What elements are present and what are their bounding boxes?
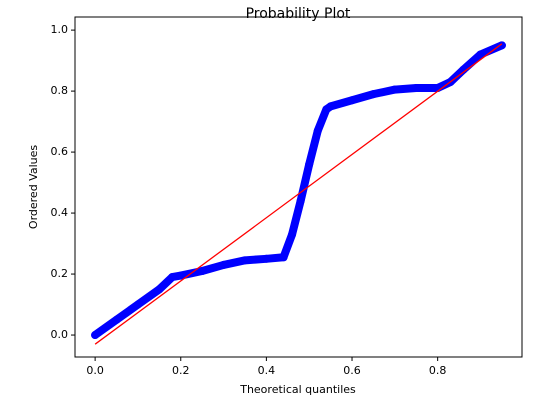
point <box>497 41 506 50</box>
x-tick-label: 0.2 <box>172 364 190 377</box>
point <box>91 331 100 340</box>
point <box>476 50 485 59</box>
x-axis-label: Theoretical quantiles <box>239 383 356 396</box>
point <box>168 273 177 282</box>
y-tick-label: 1.0 <box>51 23 69 36</box>
fit-line <box>94 43 503 345</box>
y-tick-label: 0.4 <box>51 206 69 219</box>
point <box>198 267 207 276</box>
point <box>240 256 249 265</box>
point <box>133 300 142 309</box>
point <box>112 315 121 324</box>
point <box>155 285 164 294</box>
y-axis-label: Ordered Values <box>27 145 40 229</box>
y-tick-label: 0.8 <box>51 84 69 97</box>
point <box>390 85 399 94</box>
y-tick-label: 0.2 <box>51 267 69 280</box>
y-tick-label: 0.0 <box>51 328 69 341</box>
point <box>369 90 378 99</box>
chart-title: Probability Plot <box>246 6 351 22</box>
x-tick-label: 0.6 <box>343 364 361 377</box>
plot-frame <box>74 16 523 358</box>
point <box>459 65 468 74</box>
x-tick-label: 0.8 <box>429 364 447 377</box>
y-tick-label: 0.6 <box>51 145 69 158</box>
point <box>176 271 185 280</box>
point <box>262 254 271 263</box>
point <box>305 160 314 169</box>
x-tick-label: 0.0 <box>86 364 104 377</box>
point <box>348 96 357 105</box>
x-tick-label: 0.4 <box>258 364 276 377</box>
point <box>219 260 228 269</box>
point <box>326 102 335 111</box>
point <box>296 196 305 205</box>
point <box>288 230 297 239</box>
point <box>279 253 288 262</box>
point <box>313 126 322 135</box>
point <box>412 84 421 93</box>
